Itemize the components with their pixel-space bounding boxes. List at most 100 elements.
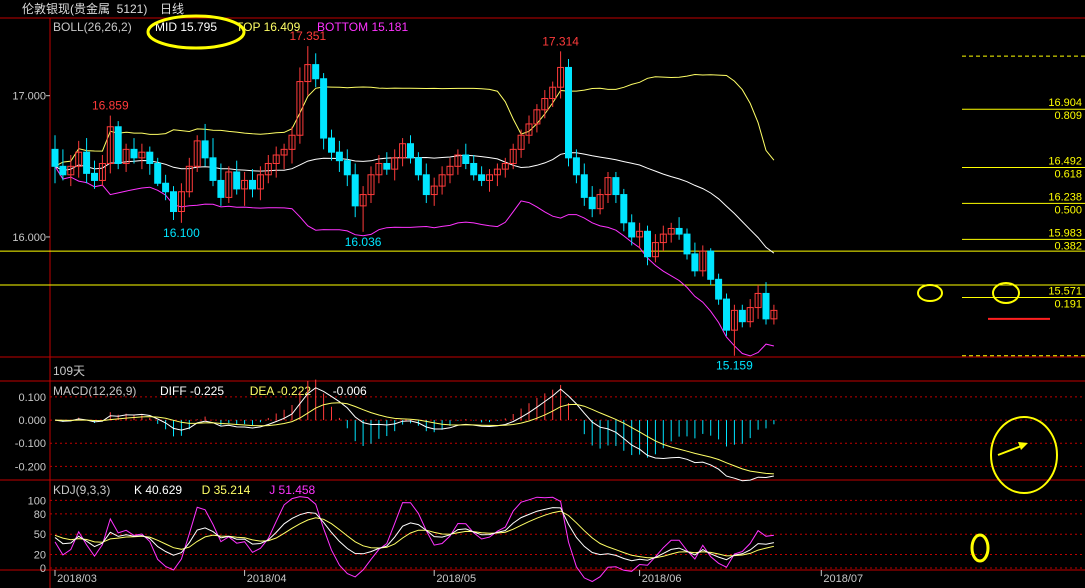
price-annotation: 15.159 bbox=[716, 359, 753, 373]
candle-body bbox=[557, 66, 565, 88]
candle-body bbox=[359, 194, 367, 207]
candle-body bbox=[399, 143, 407, 159]
candle-body bbox=[312, 64, 320, 80]
x-tick-label: 2018/04 bbox=[247, 573, 287, 585]
candle-body bbox=[185, 165, 193, 193]
price-annotation: 16.100 bbox=[163, 226, 200, 240]
fib-price-label: 15.983 bbox=[1048, 227, 1082, 239]
candle-body bbox=[59, 165, 67, 176]
candle-body bbox=[754, 292, 762, 309]
candle-body bbox=[193, 140, 201, 167]
candle-body bbox=[288, 134, 296, 150]
x-tick-label: 2018/05 bbox=[436, 573, 476, 585]
candle-body bbox=[517, 134, 525, 150]
x-tick-label: 2018/07 bbox=[823, 573, 863, 585]
kdj-k-line bbox=[54, 507, 774, 562]
candle-body bbox=[651, 242, 659, 258]
boll-mid-line bbox=[54, 152, 775, 254]
macd-diff-line bbox=[54, 387, 774, 482]
candle-body bbox=[659, 233, 667, 244]
annotation-ellipse bbox=[146, 14, 246, 50]
annotation-arrow bbox=[997, 444, 1025, 456]
candle-body bbox=[328, 137, 335, 153]
kdj-y-label: 0 bbox=[40, 563, 46, 575]
fib-price-label: 16.238 bbox=[1048, 191, 1082, 203]
price-annotation: 16.859 bbox=[92, 99, 129, 113]
candle-body bbox=[335, 151, 343, 162]
boll-indicator: MID 15.795 bbox=[155, 20, 217, 34]
annotation-arrowhead bbox=[1018, 442, 1028, 450]
x-tick-label: 2018/03 bbox=[57, 573, 97, 585]
candle-body bbox=[470, 162, 478, 176]
candle-body bbox=[217, 179, 225, 198]
candle-body bbox=[114, 126, 122, 164]
candle-body bbox=[636, 230, 644, 238]
candle-body bbox=[454, 154, 462, 167]
candle-body bbox=[509, 148, 517, 164]
period-label[interactable]: 日线 bbox=[160, 2, 185, 16]
candle-body bbox=[51, 148, 59, 167]
candle-body bbox=[565, 66, 572, 159]
candle-body bbox=[588, 196, 596, 210]
candle-body bbox=[667, 227, 675, 235]
fib-ratio-label: 0.191 bbox=[1054, 299, 1082, 311]
candle-body bbox=[730, 309, 738, 331]
y-tick-label: 17.000 bbox=[12, 91, 46, 103]
candle-body bbox=[122, 148, 130, 164]
kdj-y-label: 50 bbox=[34, 529, 46, 541]
kdj-indicator: J 51.458 bbox=[269, 483, 315, 497]
fib-ratio-label: 0.618 bbox=[1054, 168, 1082, 180]
candle-body bbox=[249, 179, 256, 190]
candle-body bbox=[383, 162, 391, 170]
boll-indicator: BOTTOM 15.181 bbox=[317, 20, 408, 34]
candle-body bbox=[280, 148, 288, 156]
y-tick-label: 16.000 bbox=[12, 232, 46, 244]
candle-body bbox=[241, 179, 249, 190]
macd-y-label: 0.100 bbox=[18, 392, 46, 404]
macd-title: MACD(12,26,9) bbox=[53, 384, 136, 398]
macd-y-label: -0.200 bbox=[15, 461, 46, 473]
macd-indicator: DIFF -0.225 bbox=[160, 384, 224, 398]
candle-body bbox=[351, 174, 359, 207]
candle-body bbox=[422, 174, 430, 196]
candle-body bbox=[438, 174, 446, 187]
candle-body bbox=[154, 162, 162, 184]
price-annotation: 16.036 bbox=[345, 235, 382, 249]
kdj-indicator: K 40.629 bbox=[134, 483, 182, 497]
fib-ratio-label: 0.809 bbox=[1054, 110, 1082, 122]
candle-body bbox=[225, 171, 233, 198]
candle-body bbox=[644, 230, 651, 258]
candle-body bbox=[699, 250, 707, 272]
fib-ratio-label: 0.500 bbox=[1054, 204, 1082, 216]
macd-y-label: -0.100 bbox=[15, 438, 46, 450]
macd-y-label: 0.000 bbox=[18, 415, 46, 427]
candle-body bbox=[715, 278, 723, 300]
candle-body bbox=[707, 250, 715, 280]
price-annotation: 17.351 bbox=[289, 29, 326, 43]
candle-body bbox=[628, 222, 636, 238]
candle-body bbox=[572, 157, 580, 176]
kdj-title: KDJ(9,3,3) bbox=[53, 483, 110, 497]
candle-body bbox=[478, 174, 486, 181]
candle-body bbox=[430, 185, 438, 196]
candle-body bbox=[146, 151, 154, 164]
candle-body bbox=[106, 126, 114, 164]
candle-body bbox=[83, 151, 91, 174]
candle-body bbox=[612, 177, 620, 196]
candle-body bbox=[98, 162, 106, 181]
annotation-ellipse bbox=[992, 282, 1020, 304]
price-annotation: 17.314 bbox=[542, 34, 579, 48]
candle-body bbox=[446, 165, 454, 176]
candle-body bbox=[320, 78, 328, 139]
candle-body bbox=[580, 174, 588, 198]
annotation-ellipse bbox=[917, 284, 943, 302]
bar-count-label: 109天 bbox=[53, 364, 85, 378]
annotation-ellipse bbox=[990, 416, 1058, 494]
candle-body bbox=[525, 123, 533, 136]
candle-body bbox=[541, 98, 549, 111]
candle-body bbox=[407, 143, 414, 159]
candle-body bbox=[304, 64, 312, 83]
candle-body bbox=[367, 174, 375, 196]
candle-body bbox=[375, 162, 383, 176]
